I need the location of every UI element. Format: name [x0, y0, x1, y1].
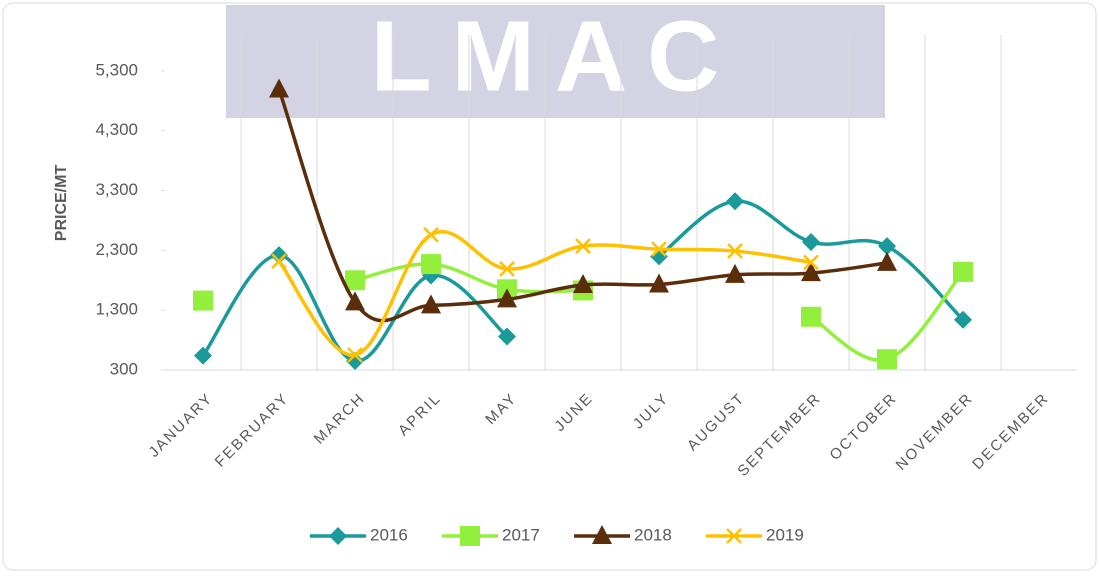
marker-x — [727, 243, 743, 259]
marker-square — [345, 270, 365, 291]
marker-diamond — [878, 237, 896, 256]
marker-x — [651, 241, 667, 258]
marker-triangle — [592, 525, 612, 544]
marker-diamond — [270, 246, 288, 265]
marker-triangle — [269, 78, 289, 98]
y-axis-title: PRICE/MT — [53, 165, 70, 242]
y-tick-label: 1,300 — [95, 300, 138, 319]
marker-square — [460, 526, 480, 546]
marker-x — [347, 347, 363, 363]
legend-label: 2016 — [370, 525, 408, 544]
marker-triangle — [877, 251, 897, 271]
y-tick-label: 3,300 — [95, 180, 138, 199]
marker-square — [953, 261, 973, 282]
marker-square — [801, 306, 821, 327]
marker-triangle — [725, 263, 745, 283]
marker-square — [421, 254, 441, 275]
marker-square — [877, 349, 897, 370]
marker-triangle — [801, 262, 821, 282]
watermark: LMAC — [371, 0, 740, 112]
marker-x — [575, 238, 591, 255]
legend-label: 2017 — [502, 525, 540, 544]
marker-square — [193, 290, 213, 311]
marker-diamond — [726, 192, 744, 211]
marker-triangle — [649, 273, 669, 293]
marker-diamond — [194, 346, 212, 365]
y-tick-label: 4,300 — [95, 120, 138, 139]
y-tick-label: 2,300 — [95, 240, 138, 259]
marker-diamond — [802, 232, 820, 251]
marker-diamond — [498, 327, 516, 346]
y-tick-label: 300 — [110, 359, 138, 378]
watermark-banner — [226, 5, 885, 118]
marker-triangle — [573, 274, 593, 294]
legend-label: 2018 — [634, 525, 672, 544]
marker-triangle — [497, 288, 517, 308]
marker-diamond — [954, 310, 972, 329]
marker-x — [499, 261, 515, 277]
marker-x — [271, 253, 287, 270]
series-line — [277, 88, 888, 323]
marker-diamond — [329, 527, 347, 545]
marker-x — [726, 528, 742, 544]
marker-triangle — [345, 291, 365, 311]
legend-label: 2019 — [766, 525, 804, 544]
marker-x — [423, 226, 439, 243]
marker-triangle — [421, 294, 441, 314]
marker-diamond — [650, 247, 668, 266]
y-tick-label: 5,300 — [95, 60, 138, 79]
marker-x — [803, 254, 819, 271]
